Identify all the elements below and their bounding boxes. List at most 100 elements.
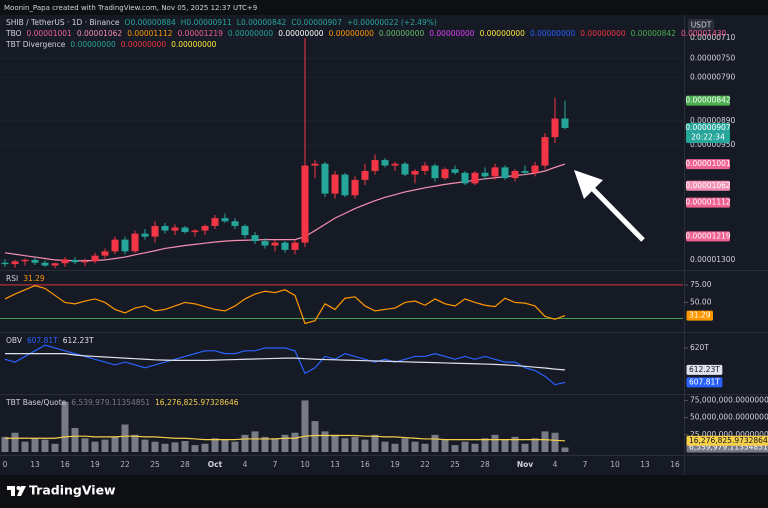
axis-value-label: 6,539,979.11354851 bbox=[689, 443, 768, 452]
price-label-box bbox=[686, 197, 730, 208]
candle-body bbox=[431, 165, 439, 179]
x-tick-label: 25 bbox=[450, 460, 460, 469]
price-label-box bbox=[686, 180, 730, 191]
x-tick-label: 13 bbox=[640, 460, 650, 469]
candle-body bbox=[211, 218, 219, 226]
y-tick-label: 620T bbox=[690, 343, 709, 352]
axis-value-label: 31.29 bbox=[689, 311, 711, 320]
candle-body bbox=[391, 163, 399, 166]
volume-bar bbox=[141, 439, 149, 452]
candle-body bbox=[341, 174, 349, 196]
price-label: 0.00000842 bbox=[685, 96, 731, 105]
volume-bar bbox=[541, 431, 549, 452]
indicator-value: 0.00001062 bbox=[77, 29, 123, 38]
volume-bar bbox=[31, 438, 39, 452]
candle-body bbox=[161, 225, 169, 231]
volume-bar bbox=[411, 441, 419, 452]
candle-body bbox=[191, 230, 199, 233]
volume-bar bbox=[511, 436, 519, 452]
volume-bar bbox=[191, 445, 199, 452]
indicator-value: 0.00000000 bbox=[121, 40, 167, 49]
x-tick-label: 13 bbox=[30, 460, 40, 469]
candle-body bbox=[111, 239, 119, 252]
candle-body bbox=[441, 169, 449, 179]
volume-bar bbox=[251, 431, 259, 452]
indicator-value: 0.00000842 bbox=[631, 29, 677, 38]
countdown: 20:22:34 bbox=[691, 132, 725, 141]
price-label-box bbox=[686, 95, 730, 106]
price-label-box bbox=[686, 231, 730, 242]
indicator-value: 0.00000000 bbox=[580, 29, 626, 38]
price-label: 0.00001001 bbox=[685, 159, 731, 168]
candle-body bbox=[151, 225, 159, 237]
volume-bar bbox=[321, 431, 329, 452]
ohlc-value: L0.00000842 bbox=[237, 18, 287, 27]
volume-bar bbox=[261, 436, 269, 452]
currency: USDT bbox=[691, 21, 712, 30]
volume-bar bbox=[381, 441, 389, 452]
x-tick-label: 19 bbox=[390, 460, 400, 469]
candle-body bbox=[381, 160, 389, 166]
x-tick-label: 16 bbox=[360, 460, 370, 469]
candle-body bbox=[561, 118, 569, 128]
candle-body bbox=[541, 137, 549, 166]
candle-body bbox=[1, 262, 9, 265]
annotation-arrow bbox=[574, 170, 645, 242]
candle-body bbox=[81, 261, 89, 263]
candle-body bbox=[521, 170, 529, 173]
x-tick-label: 25 bbox=[150, 460, 160, 469]
candle-body bbox=[401, 163, 409, 175]
ohlc-value: H0.00000911 bbox=[181, 18, 232, 27]
x-tick-label: 28 bbox=[480, 460, 490, 469]
candle-body bbox=[301, 165, 309, 243]
volume-bar bbox=[51, 443, 59, 452]
candle-body bbox=[531, 165, 539, 173]
brand-logo bbox=[7, 486, 26, 496]
volume-bar bbox=[301, 400, 309, 452]
candle-body bbox=[21, 259, 29, 262]
volume-bar bbox=[401, 438, 409, 452]
x-tick-label: 4 bbox=[553, 460, 558, 469]
indicator-value: 0.00000000 bbox=[171, 40, 217, 49]
currency-box bbox=[688, 19, 714, 31]
volume-bar bbox=[501, 439, 509, 452]
candle-body bbox=[271, 242, 279, 246]
indicator-value: 0.00000000 bbox=[329, 29, 375, 38]
x-tick-label: 22 bbox=[120, 460, 130, 469]
indicator-value: 0.00000000 bbox=[278, 29, 324, 38]
x-tick-label: Nov bbox=[517, 460, 533, 469]
ohlc-value: C0.00000907 bbox=[291, 18, 342, 27]
ohlc-value: O0.00000884 bbox=[125, 18, 176, 27]
axis-value-label: 607.81T bbox=[689, 377, 720, 386]
volume-bar bbox=[41, 439, 49, 452]
candle-body bbox=[131, 233, 139, 252]
candle-body bbox=[501, 167, 509, 179]
indicator-value: 0.00001001 bbox=[27, 29, 73, 38]
volume-bar bbox=[431, 434, 439, 452]
volume-bar bbox=[461, 441, 469, 452]
volume-bar bbox=[241, 434, 249, 452]
y-tick-label: 50,000,000.00000000 bbox=[690, 413, 768, 422]
candle-body bbox=[171, 227, 179, 231]
candle-body bbox=[221, 218, 229, 222]
x-tick-label: 10 bbox=[610, 460, 620, 469]
price-label-box bbox=[686, 122, 730, 143]
volume-bar bbox=[71, 427, 79, 452]
volume-bar bbox=[11, 432, 19, 452]
y-tick-label: 0.00001300 bbox=[690, 255, 736, 264]
x-tick-label: 0 bbox=[3, 460, 8, 469]
candle-body bbox=[261, 241, 269, 246]
volume-bar bbox=[221, 439, 229, 452]
volume-bar bbox=[561, 447, 569, 452]
pane-title: RSI bbox=[6, 274, 18, 283]
y-tick-label: 75,000,000.00000000 bbox=[690, 395, 768, 404]
indicator-value: 0.00000000 bbox=[228, 29, 274, 38]
volume-bar bbox=[101, 439, 109, 452]
candle-body bbox=[231, 221, 239, 226]
candle-body bbox=[321, 163, 329, 194]
volume-bar bbox=[441, 439, 449, 452]
volume-bar bbox=[111, 436, 119, 452]
volume-bar bbox=[131, 434, 139, 452]
y-tick-label: 0.00000950 bbox=[690, 140, 736, 149]
pane-value: 31.29 bbox=[23, 274, 45, 283]
